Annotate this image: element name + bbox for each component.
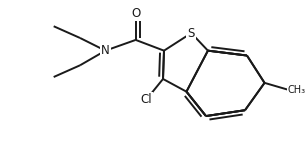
Text: N: N <box>101 44 110 57</box>
Text: O: O <box>131 7 140 20</box>
Text: Cl: Cl <box>141 93 152 106</box>
Text: CH₃: CH₃ <box>288 85 306 95</box>
Text: S: S <box>188 27 195 40</box>
